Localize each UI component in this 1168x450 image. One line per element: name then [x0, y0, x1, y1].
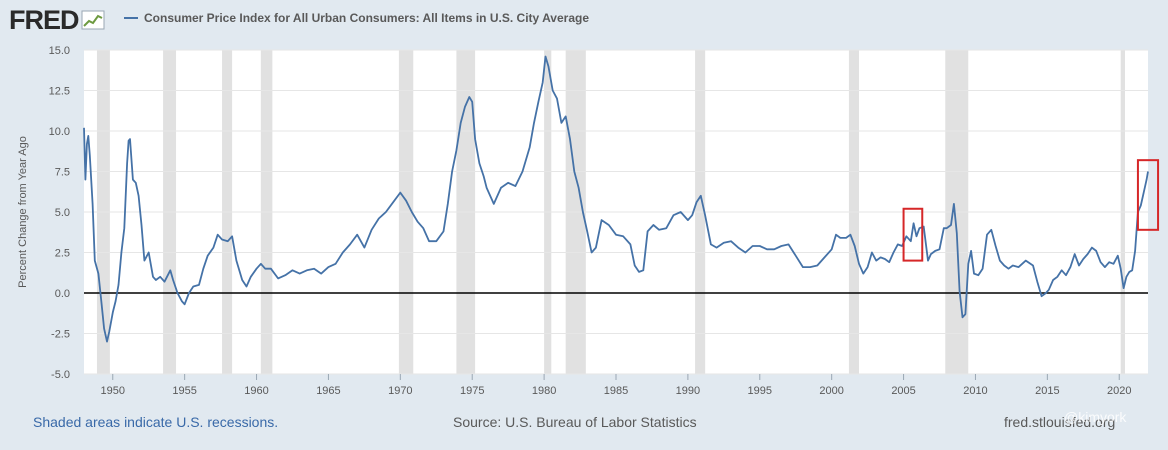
y-tick-label: 7.5: [55, 167, 70, 179]
y-tick-label: 2.5: [55, 248, 70, 260]
cpi-line-chart: -5.0 -2.5 0.0 2.5 5.0 7.5 10.0 12.5 15.0 1950 1955…: [17, 45, 1160, 397]
watermark: @kimyork: [1064, 409, 1127, 425]
x-tick-label: 1965: [316, 385, 340, 397]
cpi-series-line: [83, 55, 1149, 343]
x-tick-label: 1985: [604, 385, 628, 397]
x-tick-label: 1980: [532, 385, 556, 397]
x-tick-label: 2010: [963, 385, 987, 397]
x-tick-label: 1955: [172, 385, 196, 397]
highlight-box: [902, 207, 924, 262]
logo-text: FRED: [9, 4, 79, 35]
y-tick-label: 15.0: [49, 45, 70, 57]
legend-line-swatch: [124, 17, 138, 19]
x-tick-label: 1975: [460, 385, 484, 397]
fred-logo: FRED: [9, 5, 105, 35]
x-tick-label: 2000: [819, 385, 843, 397]
highlight-box: [1136, 159, 1160, 231]
recession-note: Shaded areas indicate U.S. recessions.: [33, 414, 279, 430]
x-tick-label: 1970: [388, 385, 412, 397]
fred-url-link[interactable]: fred.stlouisfed.org: [1004, 414, 1116, 430]
legend-series-label: Consumer Price Index for All Urban Consu…: [144, 11, 589, 25]
x-tick-label: 1950: [101, 385, 125, 397]
y-axis-title: Percent Change from Year Ago: [17, 136, 29, 288]
y-tick-label: -5.0: [51, 369, 70, 381]
x-tick-label: 2020: [1107, 385, 1131, 397]
x-tick-label: 2015: [1035, 385, 1059, 397]
y-tick-label: -2.5: [51, 329, 70, 341]
x-tick-label: 1990: [676, 385, 700, 397]
y-tick-label: 5.0: [55, 207, 70, 219]
y-tick-label: 12.5: [49, 86, 70, 98]
x-tick-label: 2005: [891, 385, 915, 397]
x-tick-label: 1995: [748, 385, 772, 397]
source-note: Source: U.S. Bureau of Labor Statistics: [453, 414, 697, 430]
y-tick-label: 0.0: [55, 288, 70, 300]
chart-legend: Consumer Price Index for All Urban Consu…: [124, 11, 589, 25]
x-tick-label: 1960: [244, 385, 268, 397]
chart-graph-icon: [81, 10, 104, 30]
y-tick-label: 10.0: [49, 126, 70, 138]
